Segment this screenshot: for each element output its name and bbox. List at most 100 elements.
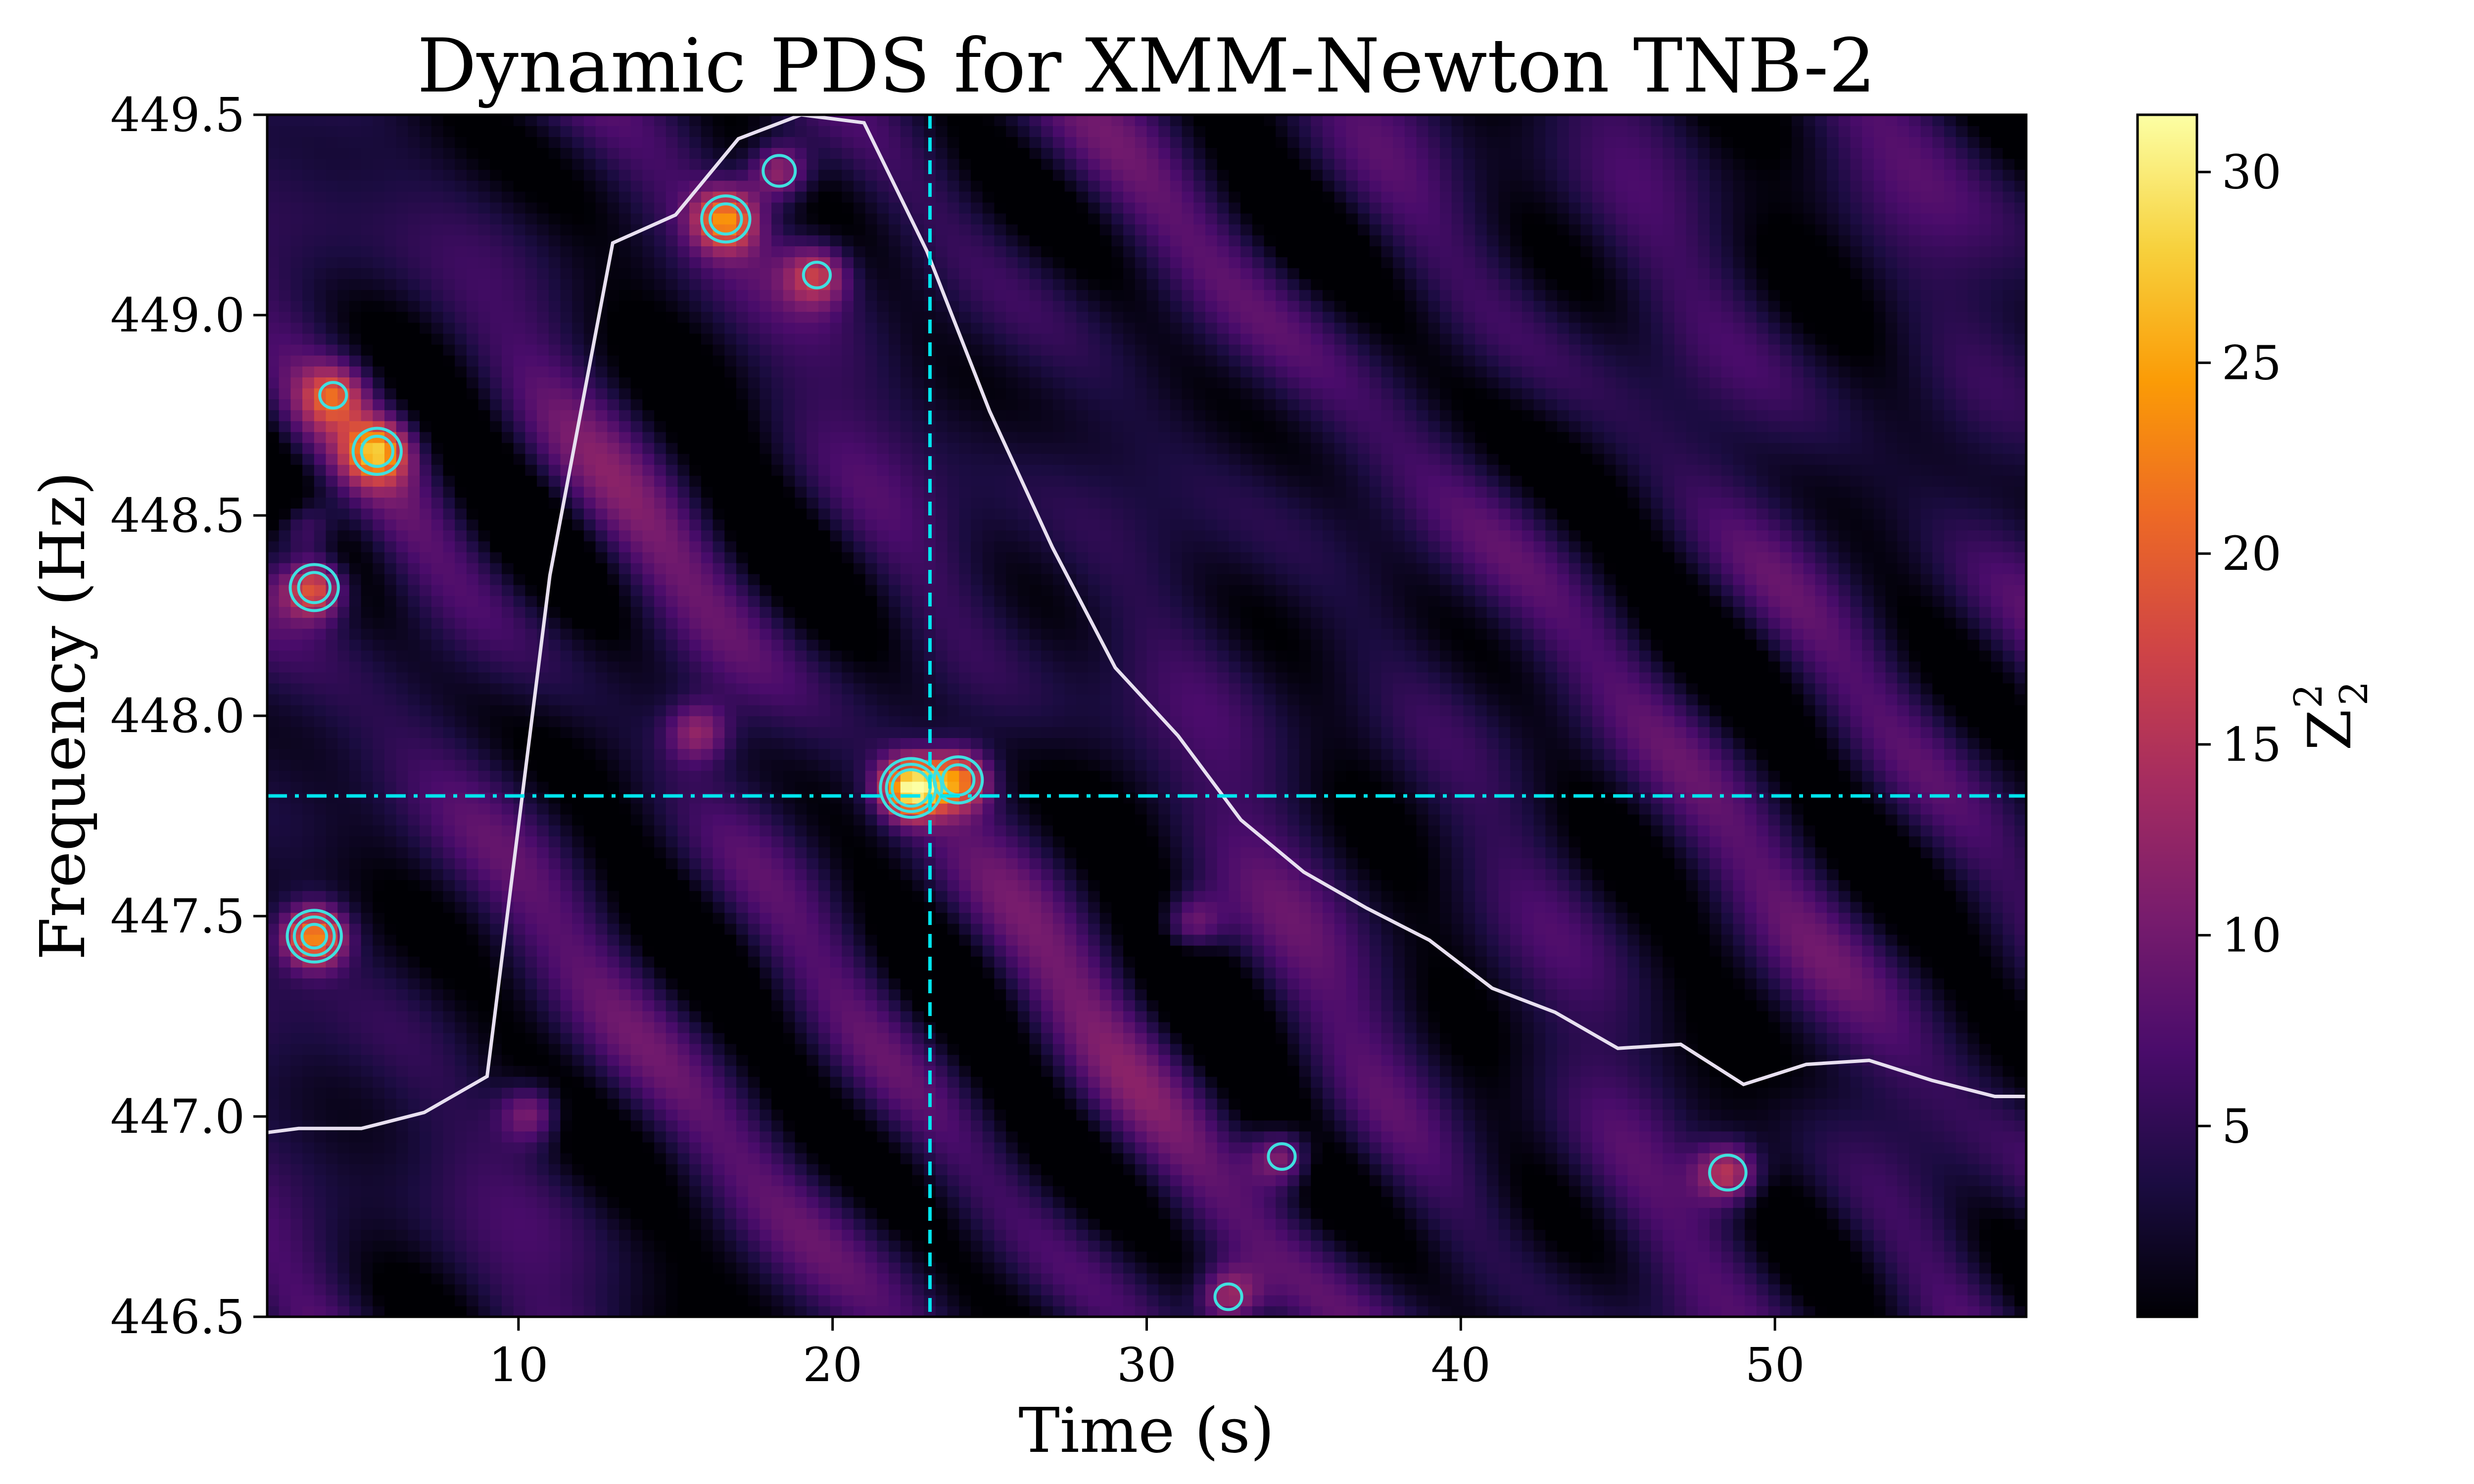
heatmap-cell bbox=[525, 759, 537, 771]
heatmap-cell bbox=[701, 847, 714, 858]
heatmap-cell bbox=[466, 1284, 479, 1296]
heatmap-cell bbox=[595, 180, 608, 192]
heatmap-cell bbox=[431, 552, 444, 563]
heatmap-cell bbox=[666, 1207, 678, 1219]
heatmap-cell bbox=[431, 1011, 444, 1022]
heatmap-cell bbox=[724, 388, 737, 400]
heatmap-cell bbox=[630, 1305, 643, 1317]
heatmap-cell bbox=[595, 934, 608, 946]
heatmap-cell bbox=[420, 606, 432, 618]
heatmap-cell bbox=[724, 781, 737, 793]
heatmap-cell bbox=[630, 1174, 643, 1186]
heatmap-cell bbox=[431, 704, 444, 716]
heatmap-cell bbox=[713, 956, 725, 968]
heatmap-cell bbox=[513, 770, 526, 782]
heatmap-cell bbox=[713, 1185, 725, 1197]
heatmap-cell bbox=[748, 967, 761, 978]
heatmap-cell bbox=[267, 278, 280, 290]
heatmap-cell bbox=[314, 410, 327, 421]
heatmap-cell bbox=[290, 967, 303, 978]
heatmap-cell bbox=[408, 388, 420, 400]
heatmap-cell bbox=[384, 748, 397, 760]
heatmap-cell bbox=[619, 158, 631, 170]
heatmap-cell bbox=[490, 1185, 502, 1197]
heatmap-cell bbox=[666, 738, 678, 749]
heatmap-cell bbox=[630, 300, 643, 312]
heatmap-cell bbox=[537, 431, 549, 443]
heatmap-cell bbox=[783, 388, 796, 400]
heatmap-cell bbox=[326, 1185, 338, 1197]
heatmap-cell bbox=[279, 1305, 291, 1317]
heatmap-cell bbox=[302, 1098, 315, 1110]
heatmap-cell bbox=[630, 388, 643, 400]
heatmap-cell bbox=[279, 912, 291, 924]
heatmap-cell bbox=[513, 923, 526, 935]
heatmap-cell bbox=[548, 235, 561, 246]
heatmap-cell bbox=[583, 126, 596, 137]
heatmap-cell bbox=[701, 825, 714, 836]
heatmap-cell bbox=[760, 1284, 772, 1296]
heatmap-cell bbox=[689, 530, 702, 542]
heatmap-cell bbox=[677, 322, 690, 334]
heatmap-cell bbox=[548, 1065, 561, 1077]
heatmap-cell bbox=[560, 311, 572, 323]
heatmap-cell bbox=[279, 311, 291, 323]
heatmap-cell bbox=[537, 759, 549, 771]
heatmap-cell bbox=[666, 530, 678, 542]
heatmap-cell bbox=[701, 410, 714, 421]
heatmap-cell bbox=[478, 672, 491, 684]
heatmap-cell bbox=[572, 781, 584, 793]
heatmap-cell bbox=[314, 683, 327, 695]
heatmap-cell bbox=[654, 628, 666, 640]
heatmap-cell bbox=[502, 584, 514, 596]
heatmap-cell bbox=[408, 912, 420, 924]
heatmap-cell bbox=[701, 431, 714, 443]
heatmap-cell bbox=[408, 333, 420, 345]
heatmap-cell bbox=[455, 584, 467, 596]
heatmap-cell bbox=[537, 246, 549, 257]
heatmap-cell bbox=[630, 497, 643, 509]
heatmap-cell bbox=[326, 431, 338, 443]
heatmap-cell bbox=[583, 704, 596, 716]
heatmap-cell bbox=[724, 344, 737, 356]
heatmap-cell bbox=[619, 1273, 631, 1285]
heatmap-cell bbox=[666, 912, 678, 924]
heatmap-cell bbox=[701, 1295, 714, 1306]
heatmap-cell bbox=[689, 377, 702, 389]
heatmap-cell bbox=[349, 683, 362, 695]
heatmap-cell bbox=[736, 1295, 749, 1306]
heatmap-cell bbox=[290, 814, 303, 826]
heatmap-cell bbox=[654, 1174, 666, 1186]
heatmap-cell bbox=[713, 738, 725, 749]
heatmap-cell bbox=[478, 1185, 491, 1197]
heatmap-cell bbox=[373, 1043, 385, 1055]
heatmap-cell bbox=[760, 759, 772, 771]
heatmap-cell bbox=[408, 300, 420, 312]
heatmap-cell bbox=[607, 1174, 619, 1186]
heatmap-cell bbox=[783, 442, 796, 454]
heatmap-cell bbox=[771, 836, 784, 847]
heatmap-cell bbox=[760, 1305, 772, 1317]
heatmap-cell bbox=[361, 1043, 374, 1055]
heatmap-cell bbox=[760, 573, 772, 585]
heatmap-cell bbox=[572, 672, 584, 684]
heatmap-cell bbox=[748, 1207, 761, 1219]
heatmap-cell bbox=[302, 738, 315, 749]
heatmap-cell bbox=[455, 1076, 467, 1088]
heatmap-cell bbox=[408, 639, 420, 651]
heatmap-cell bbox=[548, 246, 561, 257]
heatmap-cell bbox=[396, 945, 409, 957]
heatmap-cell bbox=[431, 650, 444, 662]
heatmap-cell bbox=[290, 1000, 303, 1012]
heatmap-cell bbox=[431, 683, 444, 695]
heatmap-cell bbox=[677, 431, 690, 443]
heatmap-cell bbox=[443, 869, 455, 881]
heatmap-cell bbox=[290, 1065, 303, 1077]
heatmap-cell bbox=[502, 552, 514, 563]
heatmap-cell bbox=[290, 300, 303, 312]
heatmap-cell bbox=[748, 825, 761, 836]
heatmap-cell bbox=[337, 1229, 350, 1241]
heatmap-cell bbox=[396, 694, 409, 705]
heatmap-cell bbox=[290, 1054, 303, 1066]
heatmap-cell bbox=[408, 1098, 420, 1110]
